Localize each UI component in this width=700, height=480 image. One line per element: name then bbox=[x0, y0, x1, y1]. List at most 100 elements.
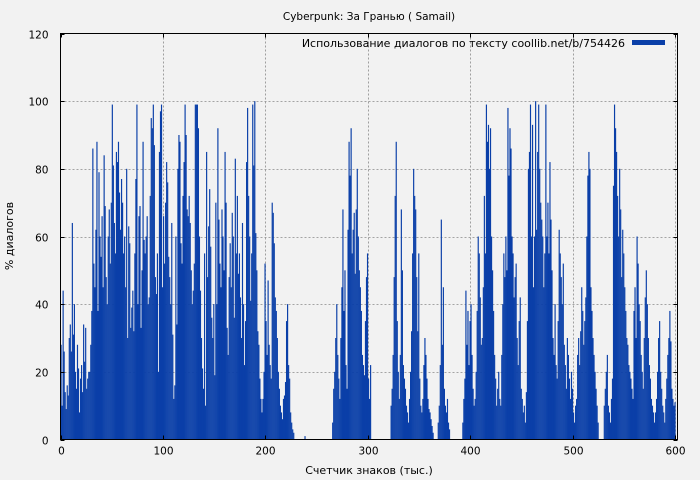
bar bbox=[400, 209, 402, 440]
bar bbox=[643, 338, 645, 440]
bar bbox=[441, 344, 443, 440]
bar bbox=[481, 338, 483, 440]
bar bbox=[87, 378, 89, 440]
x-axis-ticks: 0 100 200 300 400 500 600 bbox=[58, 33, 686, 458]
bar bbox=[550, 219, 552, 440]
bar bbox=[619, 168, 621, 440]
bar bbox=[391, 388, 393, 440]
bar bbox=[545, 104, 547, 440]
legend-label: Использование диалогов по тексту coollib… bbox=[302, 37, 625, 50]
bar bbox=[446, 398, 449, 440]
bar bbox=[285, 321, 288, 440]
bar bbox=[213, 304, 215, 440]
bar bbox=[141, 270, 143, 440]
bar bbox=[115, 151, 118, 440]
bar bbox=[624, 287, 626, 440]
bar bbox=[636, 236, 638, 440]
bar bbox=[613, 104, 616, 440]
bar bbox=[665, 398, 667, 440]
bar-series bbox=[60, 101, 676, 440]
bar bbox=[502, 304, 504, 440]
bar bbox=[645, 270, 647, 440]
bar bbox=[91, 310, 93, 440]
bar bbox=[584, 321, 586, 440]
bar bbox=[631, 388, 633, 440]
bar bbox=[239, 297, 242, 440]
bar bbox=[404, 388, 407, 440]
bar bbox=[530, 236, 533, 440]
bar bbox=[212, 338, 214, 440]
bar bbox=[200, 338, 203, 440]
bar bbox=[542, 236, 544, 440]
bar bbox=[241, 222, 244, 440]
legend: Использование диалогов по тексту coollib… bbox=[302, 37, 665, 50]
bar bbox=[651, 405, 654, 440]
bar bbox=[73, 304, 75, 440]
bar bbox=[169, 277, 171, 440]
bar bbox=[93, 263, 95, 440]
bar bbox=[142, 141, 144, 440]
bar bbox=[525, 392, 527, 440]
bar bbox=[650, 398, 653, 440]
bar bbox=[253, 165, 255, 440]
bar bbox=[67, 395, 69, 440]
bar bbox=[474, 398, 476, 440]
bar bbox=[361, 354, 363, 440]
bar bbox=[444, 405, 447, 440]
bar bbox=[66, 385, 68, 440]
bar bbox=[515, 263, 517, 440]
bar bbox=[125, 287, 127, 440]
bar bbox=[641, 371, 643, 440]
bar bbox=[207, 277, 209, 440]
bar bbox=[510, 148, 512, 440]
bar bbox=[475, 371, 477, 440]
bar bbox=[233, 317, 235, 440]
bar bbox=[112, 165, 114, 440]
bar bbox=[559, 253, 561, 440]
bar bbox=[293, 432, 295, 440]
bar bbox=[88, 371, 90, 440]
bar bbox=[304, 436, 306, 440]
bar bbox=[424, 338, 426, 440]
bar bbox=[122, 202, 124, 440]
bar bbox=[394, 195, 396, 440]
bar bbox=[523, 405, 525, 440]
bar bbox=[570, 371, 573, 440]
bar bbox=[179, 141, 181, 440]
bar bbox=[351, 253, 353, 440]
bar bbox=[173, 398, 175, 440]
bar bbox=[575, 405, 577, 440]
bar bbox=[202, 388, 205, 440]
bar bbox=[65, 409, 67, 440]
x-tick-label: 500 bbox=[563, 446, 583, 458]
bar bbox=[152, 104, 154, 440]
bar bbox=[339, 398, 341, 440]
bar bbox=[589, 168, 591, 440]
bar bbox=[670, 341, 672, 440]
bar bbox=[174, 385, 176, 440]
bar bbox=[414, 195, 416, 440]
bar bbox=[671, 388, 673, 440]
bar bbox=[416, 277, 418, 440]
x-tick-label: 300 bbox=[358, 446, 378, 458]
bar bbox=[333, 388, 335, 440]
bar bbox=[521, 398, 523, 440]
bar bbox=[106, 304, 108, 440]
bar bbox=[534, 236, 536, 440]
bar bbox=[167, 182, 169, 440]
bar bbox=[90, 344, 92, 440]
y-tick-label: 20 bbox=[35, 368, 48, 380]
bar bbox=[659, 321, 661, 440]
bar bbox=[113, 222, 115, 440]
bar bbox=[78, 412, 81, 440]
bar bbox=[354, 273, 356, 440]
bar bbox=[249, 236, 251, 440]
bar bbox=[622, 229, 624, 440]
bar bbox=[218, 219, 220, 440]
bar bbox=[445, 412, 448, 440]
bar bbox=[556, 378, 558, 440]
bar bbox=[89, 371, 91, 440]
bar bbox=[127, 338, 129, 440]
bar bbox=[507, 107, 509, 440]
